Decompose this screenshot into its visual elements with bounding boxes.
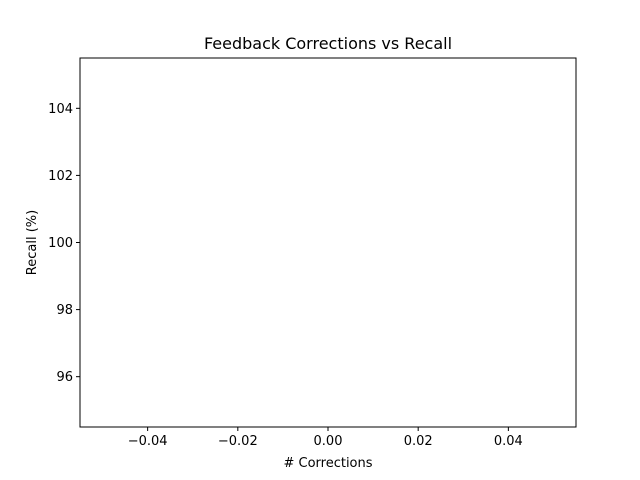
chart-title: Feedback Corrections vs Recall <box>204 34 452 53</box>
x-axis-label: # Corrections <box>283 456 372 471</box>
x-tick-label: −0.04 <box>128 434 168 449</box>
y-axis-label: Recall (%) <box>25 210 40 275</box>
y-tick-label: 102 <box>48 169 73 184</box>
y-tick-label: 100 <box>48 236 73 251</box>
y-tick-label: 98 <box>56 303 73 318</box>
x-tick-label: 0.00 <box>314 434 343 449</box>
x-axis-ticks: −0.04 −0.02 0.00 0.02 0.04 <box>128 427 523 449</box>
plot-frame <box>79 57 577 428</box>
x-tick-label: 0.04 <box>494 434 523 449</box>
y-axis-ticks: 96 98 100 102 104 <box>48 102 80 385</box>
x-tick-label: 0.02 <box>404 434 433 449</box>
x-tick-label: −0.02 <box>218 434 258 449</box>
y-tick-label: 96 <box>56 370 73 385</box>
y-tick-label: 104 <box>48 102 73 117</box>
